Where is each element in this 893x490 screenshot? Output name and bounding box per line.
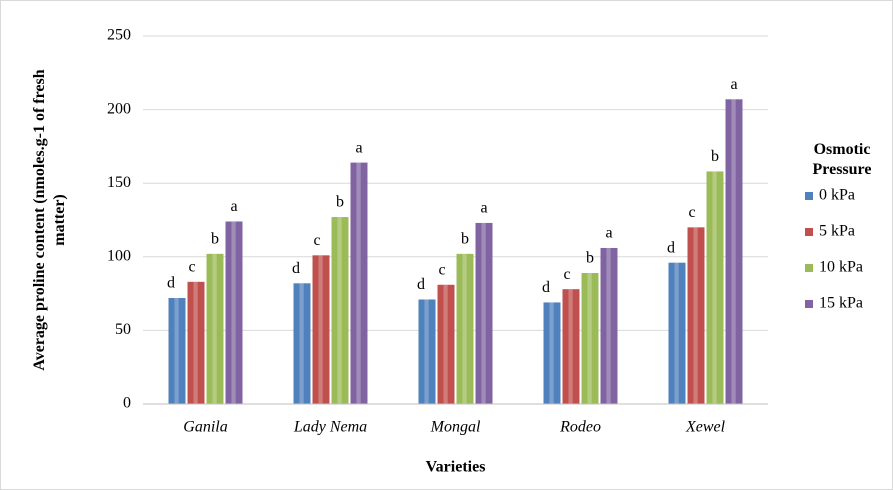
legend-swatch	[805, 300, 813, 308]
bar	[187, 281, 205, 404]
bar-highlight	[318, 255, 323, 404]
bar-highlight	[587, 272, 592, 404]
significance-letter: a	[730, 76, 737, 93]
y-tick-label: 50	[115, 321, 131, 338]
bar	[725, 99, 743, 405]
bar-highlight	[481, 222, 486, 404]
significance-letter: a	[355, 139, 362, 156]
significance-letter: d	[542, 279, 550, 296]
bar	[562, 289, 580, 404]
bar	[456, 253, 474, 404]
y-tick-label: 200	[107, 100, 131, 117]
bar-highlight	[424, 299, 429, 404]
bar-highlight	[193, 281, 198, 404]
legend-title: Osmotic Pressure	[813, 141, 872, 178]
significance-letter: b	[711, 148, 719, 165]
bar-highlight	[299, 283, 304, 404]
y-tick-label: 100	[107, 247, 131, 264]
bar-highlight	[568, 289, 573, 404]
x-tick-label: Ganila	[183, 419, 227, 436]
bar	[706, 171, 724, 404]
bar	[168, 298, 186, 404]
legend-swatch	[805, 264, 813, 272]
x-tick-label: Xewel	[685, 419, 726, 436]
significance-letter: d	[417, 276, 425, 293]
bar	[225, 221, 243, 404]
bar	[581, 272, 599, 404]
significance-letter: a	[480, 200, 487, 217]
significance-letter: a	[605, 225, 612, 242]
bar-highlight	[337, 217, 342, 404]
legend-label: 5 kPa	[819, 223, 855, 240]
significance-letter: a	[230, 198, 237, 215]
bar	[206, 253, 224, 404]
y-tick-label: 250	[107, 27, 131, 44]
x-tick-label: Lady Nema	[293, 419, 367, 436]
y-tick-label: 0	[123, 395, 131, 412]
significance-letter: c	[438, 261, 445, 278]
bar	[437, 284, 455, 404]
significance-letter: c	[313, 232, 320, 249]
bar-highlight	[462, 253, 467, 404]
y-axis-title: Average proline content (nmoles.g-1 of f…	[31, 69, 68, 370]
bar	[293, 283, 311, 404]
significance-letter: c	[188, 258, 195, 275]
bar	[543, 302, 561, 404]
bar	[350, 162, 368, 404]
significance-letter: d	[167, 275, 175, 292]
significance-letter: b	[211, 231, 219, 248]
legend-swatch	[805, 192, 813, 200]
significance-letter: b	[336, 194, 344, 211]
bar-highlight	[549, 302, 554, 404]
significance-letter: d	[667, 239, 675, 256]
bar-highlight	[356, 162, 361, 404]
legend-label: 15 kPa	[819, 295, 863, 312]
x-axis-title: Varieties	[426, 459, 486, 476]
bar	[687, 227, 705, 404]
significance-letter: d	[292, 260, 300, 277]
significance-letter: b	[586, 250, 594, 267]
bar	[312, 255, 330, 404]
legend-label: 0 kPa	[819, 187, 855, 204]
bar-highlight	[731, 99, 736, 405]
bar-highlight	[231, 221, 236, 404]
bar	[331, 217, 349, 404]
bar	[600, 247, 618, 404]
legend-swatch	[805, 228, 813, 236]
y-tick-label: 150	[107, 174, 131, 191]
bar-highlight	[443, 284, 448, 404]
bar-highlight	[174, 298, 179, 404]
bar-highlight	[674, 262, 679, 404]
significance-letter: c	[563, 266, 570, 283]
bar-highlight	[212, 253, 217, 404]
bar-highlight	[606, 247, 611, 404]
significance-letter: b	[461, 231, 469, 248]
bar-highlight	[712, 171, 717, 404]
significance-letter: c	[688, 204, 695, 221]
x-tick-label: Mongal	[430, 419, 481, 436]
bar	[418, 299, 436, 404]
bar	[475, 222, 493, 404]
bar	[668, 262, 686, 404]
bar-highlight	[693, 227, 698, 404]
legend-label: 10 kPa	[819, 259, 863, 276]
x-tick-label: Rodeo	[559, 419, 601, 436]
